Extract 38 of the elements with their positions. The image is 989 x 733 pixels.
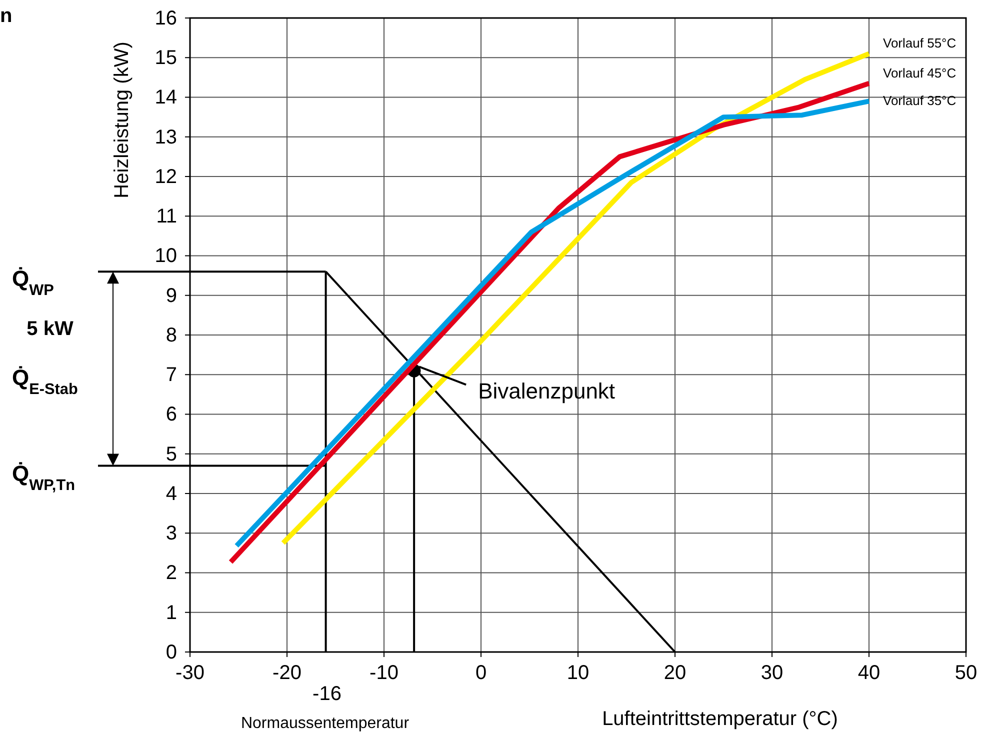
y-tick-label: 13: [154, 126, 177, 148]
x-tick-label: -20: [272, 662, 302, 684]
text: Q̇$_{WP,Tn}$: [12, 461, 76, 494]
x-tick-label: 20: [664, 662, 686, 684]
y-tick-label: 4: [166, 482, 177, 505]
x-tick-label: 10: [566, 662, 590, 684]
y-tick-label: 12: [154, 166, 177, 188]
y-tick-label: 6: [166, 404, 177, 426]
y-tick-label: 9: [166, 284, 177, 307]
y-tick-label: 14: [154, 86, 177, 109]
y-tick-label: 3: [166, 522, 177, 545]
x-tick-label: -30: [176, 662, 204, 684]
text: Q̇$_{WP}$: [12, 266, 54, 298]
y-tick-label: 16: [154, 7, 177, 30]
y-tick-label: 0: [166, 641, 177, 664]
text: Normaussentemperatur: [240, 715, 410, 732]
text: -16: [312, 683, 342, 705]
x-axis-title: Lufteintrittstemperatur (°C): [602, 708, 838, 730]
x-tick-label: -10: [370, 662, 398, 684]
y-tick-label: 10: [154, 245, 177, 268]
y-tick-label: 15: [154, 47, 177, 70]
x-tick-label: 30: [760, 662, 784, 684]
series-label: Vorlauf 35°C: [883, 93, 956, 108]
y-tick-label: 7: [166, 364, 177, 386]
y-axis-title: Heizleistung (kW): [111, 42, 133, 198]
text: Q̇$_{E-Stab}$: [12, 365, 78, 398]
text: n: [0, 5, 12, 27]
y-tick-label: 1: [166, 602, 177, 624]
y-tick-label: 2: [166, 562, 177, 584]
y-tick-label: 5: [166, 443, 177, 466]
y-tick-label: 8: [166, 324, 177, 346]
x-tick-label: 0: [475, 662, 487, 684]
series-label: Vorlauf 55°C: [883, 36, 956, 51]
x-tick-label: 40: [858, 662, 880, 684]
x-tick-label: 50: [954, 662, 978, 684]
series-label: Vorlauf 45°C: [883, 65, 956, 80]
y-tick-label: 11: [156, 206, 177, 228]
text: 5 kW: [26, 318, 74, 340]
